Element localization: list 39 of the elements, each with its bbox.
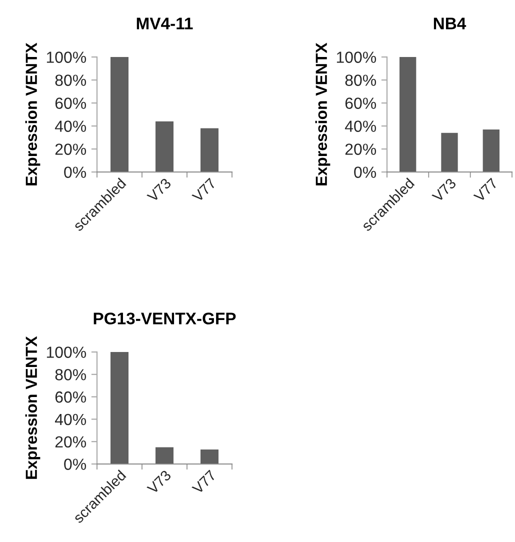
y-tick-label: 60% xyxy=(55,98,86,109)
y-tick-label: 80% xyxy=(55,74,86,86)
y-tick-label: 0% xyxy=(354,166,376,178)
bar xyxy=(200,128,218,172)
y-tick-label: 60% xyxy=(345,98,376,109)
bar xyxy=(441,132,458,172)
y-tick-label: 0% xyxy=(64,458,86,470)
x-tick-label: V77 xyxy=(192,470,216,495)
y-tick-label: 80% xyxy=(55,369,86,380)
y-tick-label: 60% xyxy=(55,391,86,403)
chart-title: MV4-11 xyxy=(136,18,193,30)
chart-title: PG13-VENTX-GFP xyxy=(94,312,236,324)
y-tick-label: 20% xyxy=(55,144,86,155)
y-tick-label: 80% xyxy=(345,74,376,86)
y-tick-label: 40% xyxy=(344,120,376,132)
y-tick-label: 100% xyxy=(46,346,86,358)
x-tick-label: V73 xyxy=(146,470,172,495)
x-tick-label: V77 xyxy=(473,178,498,203)
y-tick-label: 20% xyxy=(55,436,86,448)
y-tick-label: 0% xyxy=(64,166,86,178)
y-axis-title: Expression VENTX xyxy=(25,336,40,479)
y-axis-title: Expression VENTX xyxy=(315,42,330,186)
x-tick-label: V77 xyxy=(192,178,216,203)
bar xyxy=(200,449,218,464)
bar xyxy=(156,121,174,172)
x-tick-label: V73 xyxy=(146,178,172,203)
bar xyxy=(482,129,500,172)
y-axis-title: Expression VENTX xyxy=(25,42,40,186)
y-tick-label: 20% xyxy=(345,144,376,155)
y-tick-label: 40% xyxy=(54,120,86,132)
x-tick-label: V73 xyxy=(431,178,457,203)
bar xyxy=(400,57,416,172)
y-tick-label: 100% xyxy=(46,52,86,63)
bar xyxy=(156,447,174,464)
y-tick-label: 100% xyxy=(336,52,376,63)
bar xyxy=(110,352,128,464)
chart-title: NB4 xyxy=(434,18,466,30)
bar xyxy=(110,57,128,172)
y-tick-label: 40% xyxy=(54,414,86,426)
